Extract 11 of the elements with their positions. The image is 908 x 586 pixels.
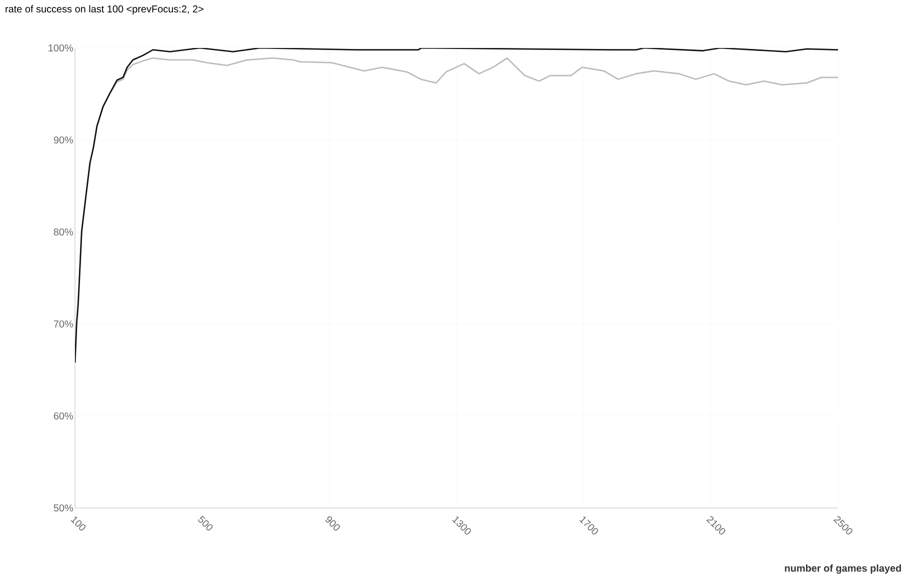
y-tick-label: 50% xyxy=(54,504,73,512)
x-tick-label: 900 xyxy=(325,516,340,531)
y-tick-label: 90% xyxy=(54,136,73,144)
y-tick-label: 60% xyxy=(54,412,73,420)
y-tick-label: 70% xyxy=(54,320,73,328)
x-axis-title: number of games played xyxy=(784,564,901,574)
chart-title: rate of success on last 100 <prevFocus:2, 2> xyxy=(6,5,204,14)
y-tick-label: 80% xyxy=(54,228,73,236)
x-tick-label: 500 xyxy=(198,516,213,531)
x-tick-label: 100 xyxy=(70,516,86,531)
y-tick-label: 100% xyxy=(48,44,73,52)
